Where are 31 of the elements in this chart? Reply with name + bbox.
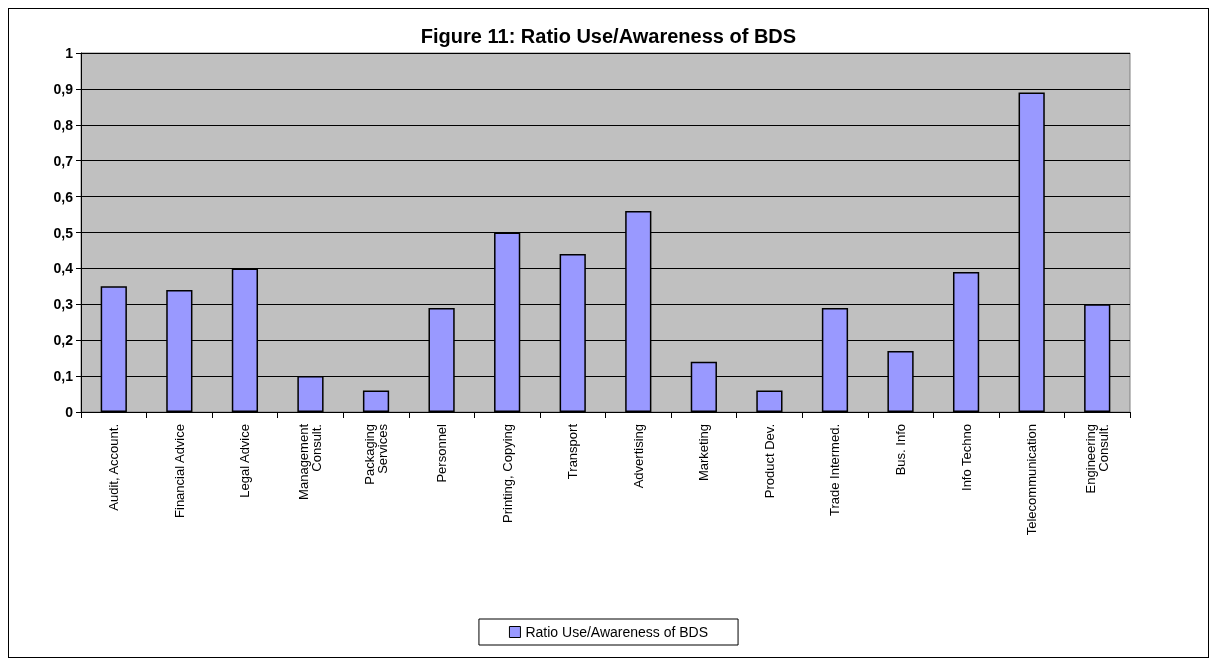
x-tick-label: Bus. Info bbox=[893, 424, 909, 476]
x-tick-label: Info Techno bbox=[958, 424, 974, 491]
y-tick-label: 0,3 bbox=[53, 296, 74, 313]
x-tick-label: Printing, Copying bbox=[499, 424, 515, 523]
bar bbox=[756, 390, 783, 412]
y-tick-label: 0,9 bbox=[53, 80, 74, 97]
y-tick-label: 0,1 bbox=[53, 368, 74, 385]
x-tick-label: Transport bbox=[565, 423, 581, 480]
y-tick-label: 0,8 bbox=[53, 116, 74, 133]
chart-title: Figure 11: Ratio Use/Awareness of BDS bbox=[420, 25, 797, 47]
x-tick-label: Trade Intermed. bbox=[827, 424, 843, 517]
y-tick-label: 0,7 bbox=[53, 152, 74, 169]
y-tick-label: 0,4 bbox=[53, 260, 74, 277]
x-tick-label: Audit, Account. bbox=[106, 424, 122, 511]
y-tick-label: 0,6 bbox=[53, 188, 74, 205]
x-tick-label: Advertising bbox=[630, 424, 646, 489]
y-tick-label: 1 bbox=[65, 45, 74, 61]
x-tick-label: Marketing bbox=[696, 424, 712, 482]
y-tick-label: 0 bbox=[65, 404, 74, 420]
y-tick-label: 0,5 bbox=[53, 224, 74, 241]
x-tick-label: Personnel bbox=[434, 423, 450, 483]
x-tick-label: Telecommunication bbox=[1024, 424, 1040, 536]
bar bbox=[362, 390, 390, 412]
x-tick-label: Management Consult. bbox=[296, 423, 325, 500]
x-tick-label: Packaging Services bbox=[362, 423, 391, 485]
x-tick-label: Product Dev. bbox=[761, 424, 777, 499]
y-tick-label: 0,2 bbox=[53, 332, 74, 349]
x-tick-label: Legal Advice bbox=[237, 424, 253, 498]
x-tick-label: Engineering Consult. bbox=[1083, 424, 1112, 494]
legend-label: Ratio Use/Awareness of BDS bbox=[525, 624, 709, 640]
x-tick-label: Financial Advice bbox=[171, 424, 187, 518]
